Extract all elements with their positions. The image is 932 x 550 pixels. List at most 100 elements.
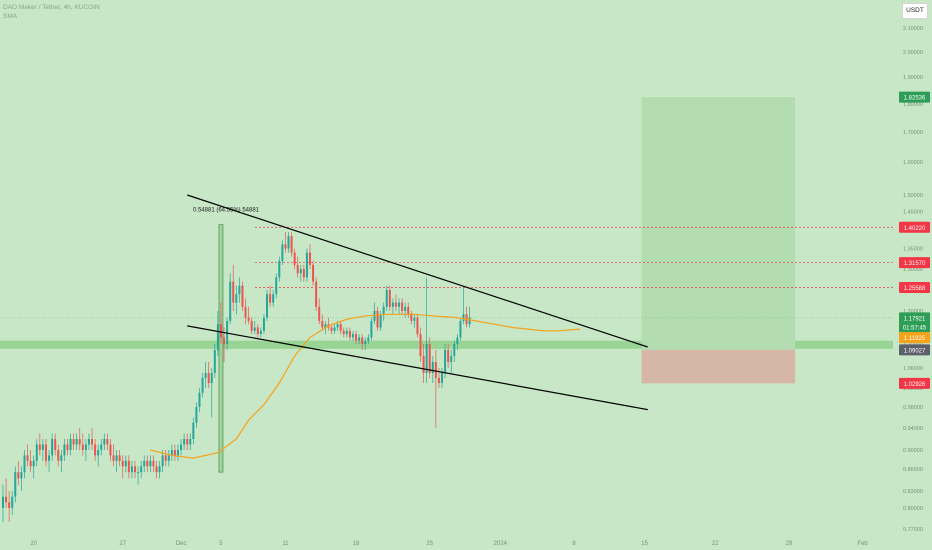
candle bbox=[213, 344, 216, 378]
candle bbox=[376, 306, 379, 331]
candle-body bbox=[152, 460, 155, 467]
x-tick-label: 20 bbox=[30, 541, 37, 547]
candle-body bbox=[241, 285, 244, 307]
candle-body bbox=[195, 407, 198, 423]
price-label: 1.40220 bbox=[899, 221, 930, 233]
candle-body bbox=[23, 455, 26, 473]
candle-body bbox=[173, 450, 176, 456]
candle-body bbox=[146, 460, 149, 467]
price-label-text: 1.25588 bbox=[904, 286, 926, 292]
candle-body bbox=[407, 306, 410, 315]
candle-body bbox=[413, 317, 416, 321]
currency-button[interactable]: USDT bbox=[902, 3, 928, 19]
candle-body bbox=[97, 450, 100, 456]
candle-body bbox=[355, 334, 358, 341]
candle bbox=[134, 460, 137, 479]
candle-body bbox=[127, 460, 130, 473]
candle bbox=[229, 273, 232, 325]
candle-body bbox=[232, 281, 235, 303]
candle bbox=[259, 327, 262, 338]
candle bbox=[223, 327, 226, 362]
price-label-text: 1.02926 bbox=[904, 382, 926, 388]
candle bbox=[26, 444, 29, 467]
candle bbox=[207, 362, 210, 388]
candle bbox=[72, 433, 75, 450]
y-tick-label: 1.70000 bbox=[903, 130, 923, 136]
candle bbox=[266, 290, 269, 321]
candle bbox=[137, 466, 140, 485]
candle-body bbox=[210, 373, 213, 383]
candle-body bbox=[250, 320, 253, 331]
price-label-bg bbox=[899, 282, 930, 294]
candle bbox=[434, 350, 437, 428]
price-label-text: 1.09027 bbox=[904, 348, 926, 354]
candle-body bbox=[447, 350, 450, 362]
candle-body bbox=[155, 466, 158, 473]
candle bbox=[456, 334, 459, 350]
candle bbox=[302, 264, 305, 282]
price-label-text: 1.17921 bbox=[904, 316, 926, 322]
candle-body bbox=[398, 302, 401, 307]
candle-body bbox=[78, 439, 81, 445]
candle-body bbox=[20, 472, 23, 479]
candle bbox=[186, 433, 189, 450]
candle bbox=[78, 428, 81, 450]
y-tick-label: 1.06000 bbox=[903, 366, 923, 372]
candle-body bbox=[324, 324, 327, 328]
candle bbox=[29, 450, 32, 473]
candle bbox=[210, 368, 213, 418]
candle-body bbox=[100, 444, 103, 450]
candle-body bbox=[41, 444, 44, 450]
candle-body bbox=[293, 252, 296, 265]
sma-line bbox=[150, 313, 581, 459]
x-tick-label: 18 bbox=[353, 541, 360, 547]
symbol-title: DAO Maker / Tether, 4h, KUCOIN bbox=[3, 4, 100, 11]
candle-body bbox=[272, 294, 275, 303]
candle bbox=[358, 334, 361, 344]
candle-body bbox=[106, 439, 109, 445]
candle bbox=[398, 298, 401, 315]
candle-body bbox=[198, 392, 201, 407]
candle bbox=[391, 298, 394, 315]
candle-body bbox=[410, 314, 413, 321]
candle bbox=[100, 439, 103, 456]
candle bbox=[425, 277, 428, 383]
candle bbox=[183, 433, 186, 450]
candle-body bbox=[164, 455, 167, 461]
candle-body bbox=[149, 460, 152, 467]
y-tick-label: 1.30000 bbox=[903, 267, 923, 273]
candle bbox=[441, 368, 444, 388]
candle-body bbox=[183, 439, 186, 445]
candle-body bbox=[391, 302, 394, 307]
candle-body bbox=[315, 281, 318, 307]
candle bbox=[115, 450, 118, 473]
candle-body bbox=[81, 444, 84, 450]
price-label: 1.31570 bbox=[899, 257, 930, 269]
candle bbox=[373, 302, 376, 325]
candle bbox=[447, 344, 450, 368]
candle bbox=[394, 294, 397, 311]
price-label-text: 1.31570 bbox=[904, 261, 926, 267]
candle bbox=[419, 327, 422, 362]
candle-body bbox=[29, 460, 32, 467]
candle bbox=[14, 466, 17, 503]
candle bbox=[428, 337, 431, 378]
candle bbox=[87, 433, 90, 450]
candle bbox=[109, 439, 112, 461]
price-label: 1.11925 bbox=[899, 332, 930, 344]
candle-body bbox=[11, 496, 14, 508]
candle-body bbox=[8, 502, 11, 508]
candle bbox=[195, 402, 198, 428]
candle bbox=[348, 327, 351, 341]
candle-body bbox=[87, 439, 90, 445]
x-tick-label: Dec bbox=[176, 541, 187, 547]
candle-body bbox=[167, 455, 170, 461]
price-label-bg bbox=[899, 344, 930, 356]
candle bbox=[198, 388, 201, 413]
candle bbox=[124, 455, 127, 473]
countdown-text: 01:57:45 bbox=[903, 325, 927, 331]
candle-body bbox=[431, 362, 434, 373]
candle bbox=[361, 334, 364, 350]
